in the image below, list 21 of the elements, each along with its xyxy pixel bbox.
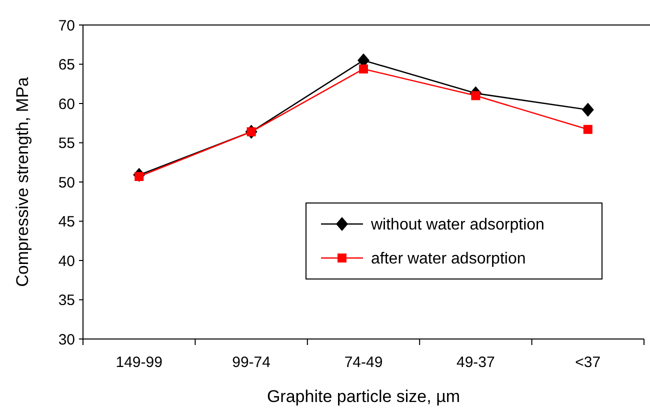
y-axis-title: Compressive strength, MPa bbox=[13, 76, 32, 287]
point bbox=[583, 124, 592, 134]
point bbox=[359, 64, 368, 74]
y-tick-label: 70 bbox=[58, 17, 75, 34]
y-tick-label: 55 bbox=[58, 135, 75, 152]
y-tick-label: 35 bbox=[58, 292, 75, 309]
point bbox=[582, 102, 594, 117]
y-tick-label: 50 bbox=[58, 174, 75, 192]
x-tick-label: 74-49 bbox=[344, 354, 383, 371]
x-tick-label: 49-37 bbox=[456, 354, 495, 371]
y-tick-label: 40 bbox=[58, 252, 75, 270]
y-tick-label: 45 bbox=[58, 214, 75, 230]
legend-label: after water adsorption bbox=[371, 250, 526, 268]
legend-label: without water adsorption bbox=[370, 216, 544, 234]
x-axis-title: Graphite particle size, µm bbox=[266, 387, 460, 406]
x-tick-label: 99-74 bbox=[232, 354, 270, 371]
x-tick-label: 149-99 bbox=[116, 354, 162, 371]
y-tick-label: 30 bbox=[58, 331, 75, 348]
y-tick-label: 65 bbox=[58, 56, 75, 74]
y-tick-label: 60 bbox=[58, 96, 75, 113]
x-tick-label: <37 bbox=[575, 354, 601, 371]
